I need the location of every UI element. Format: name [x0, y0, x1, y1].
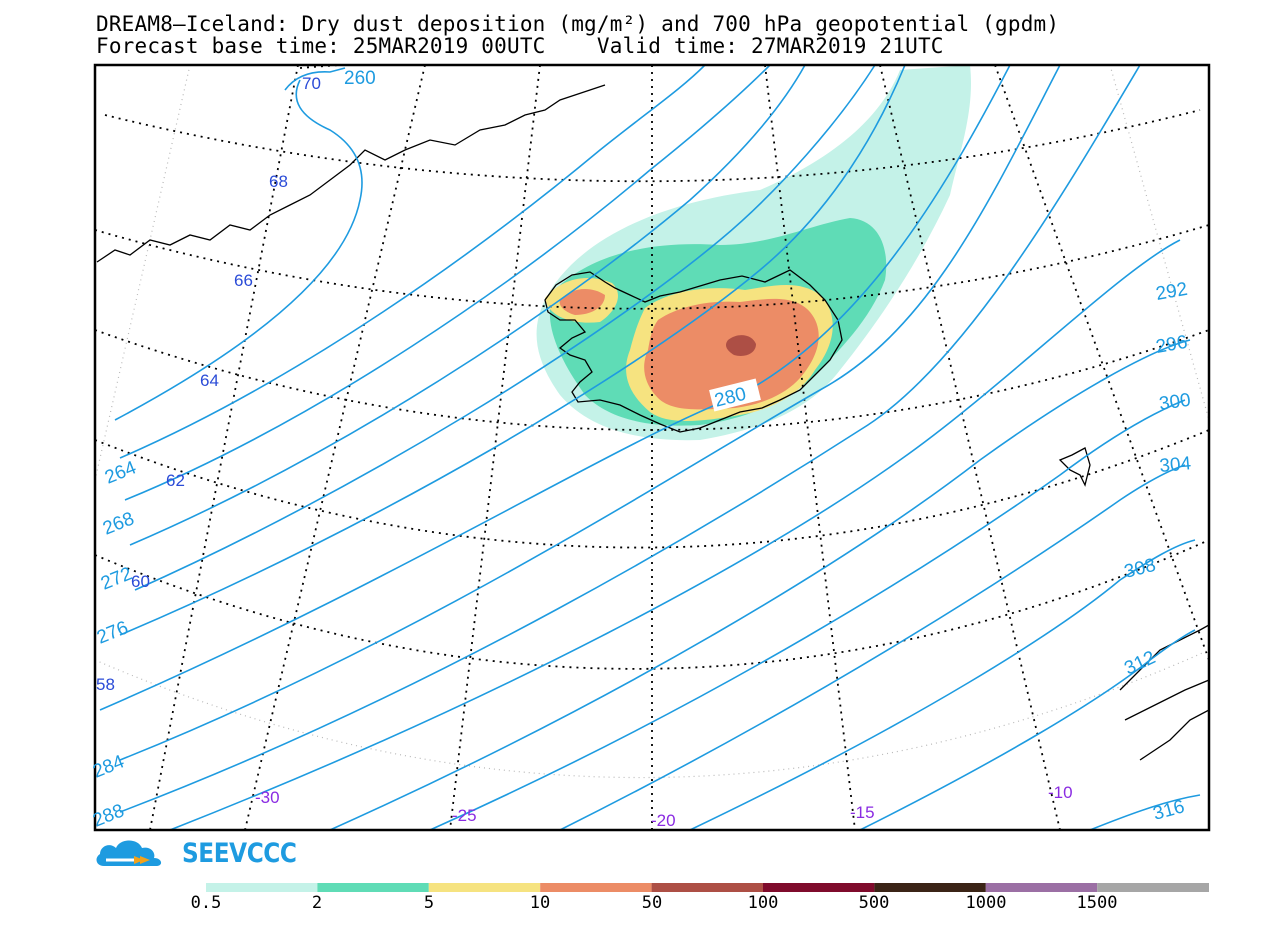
legend-label: 5 — [423, 893, 435, 913]
longitude-label: -25 — [452, 806, 477, 825]
legend-label: 2 — [311, 893, 323, 913]
legend-swatch — [206, 883, 318, 892]
map-frame — [93, 63, 1211, 832]
contour-label: 276 — [94, 617, 131, 648]
contour-label: 292 — [1154, 279, 1189, 305]
outer-graticule — [95, 65, 1209, 779]
coastlines — [96, 84, 1209, 761]
longitude-label: -30 — [255, 788, 280, 807]
contour-label: 264 — [102, 457, 140, 489]
dust-deposition-shading — [536, 65, 971, 441]
geopotential-contours — [99, 65, 1201, 830]
legend-label: 10 — [529, 893, 551, 913]
legend-swatch — [428, 883, 541, 892]
longitude-label: -15 — [850, 803, 875, 822]
latitude-label: 62 — [166, 471, 185, 490]
longitude-label: -10 — [1048, 783, 1073, 802]
latitude-label: 58 — [96, 675, 115, 694]
map-subtitle-times: Forecast base time: 25MAR2019 00UTC Vali… — [96, 34, 944, 58]
dust-band-50 — [726, 335, 756, 356]
legend-label: 1000 — [965, 893, 1007, 913]
parallel-lines — [95, 65, 1209, 670]
longitude-label: -20 — [651, 811, 676, 830]
latitude-label: 64 — [200, 371, 219, 390]
legend-label: 100 — [747, 893, 779, 913]
legend-label: 50 — [641, 893, 663, 913]
contour-label: 316 — [1151, 796, 1187, 824]
legend-swatch — [763, 883, 875, 892]
contour-label: 304 — [1159, 453, 1193, 477]
contour-label: 260 — [344, 68, 376, 89]
legend-label: 1500 — [1076, 893, 1118, 913]
legend-swatch — [874, 883, 986, 892]
latitude-label: 70 — [302, 74, 321, 93]
contour-label: 268 — [100, 508, 137, 539]
iceland-coast — [544, 269, 843, 433]
contour-label: 308 — [1122, 555, 1158, 583]
latitude-label: 60 — [131, 572, 150, 591]
map-title: DREAM8–Iceland: Dry dust deposition (mg/… — [96, 12, 1060, 36]
legend-swatch — [1097, 883, 1209, 892]
contour-label: 296 — [1154, 332, 1189, 358]
faroe-islands-coast — [1058, 447, 1091, 487]
legend-color-bar — [206, 883, 1209, 892]
latitude-label: 66 — [234, 271, 253, 290]
contour-label: 312 — [1121, 647, 1159, 679]
meridian-lines — [149, 65, 1209, 830]
contour-label: 300 — [1158, 390, 1192, 415]
norway-coast — [1119, 624, 1209, 761]
greenland-coast — [96, 84, 606, 263]
legend-swatch — [317, 883, 429, 892]
legend-swatch — [651, 883, 763, 892]
logo-text: SEEVCCC — [182, 838, 297, 869]
legend-label: 500 — [858, 893, 890, 913]
cloud-icon — [96, 840, 162, 866]
legend-swatch — [985, 883, 1098, 892]
latitude-label: 68 — [269, 172, 288, 191]
legend-swatch — [540, 883, 652, 892]
contour-label: 272 — [98, 563, 135, 594]
legend-label: 0.5 — [190, 893, 222, 913]
